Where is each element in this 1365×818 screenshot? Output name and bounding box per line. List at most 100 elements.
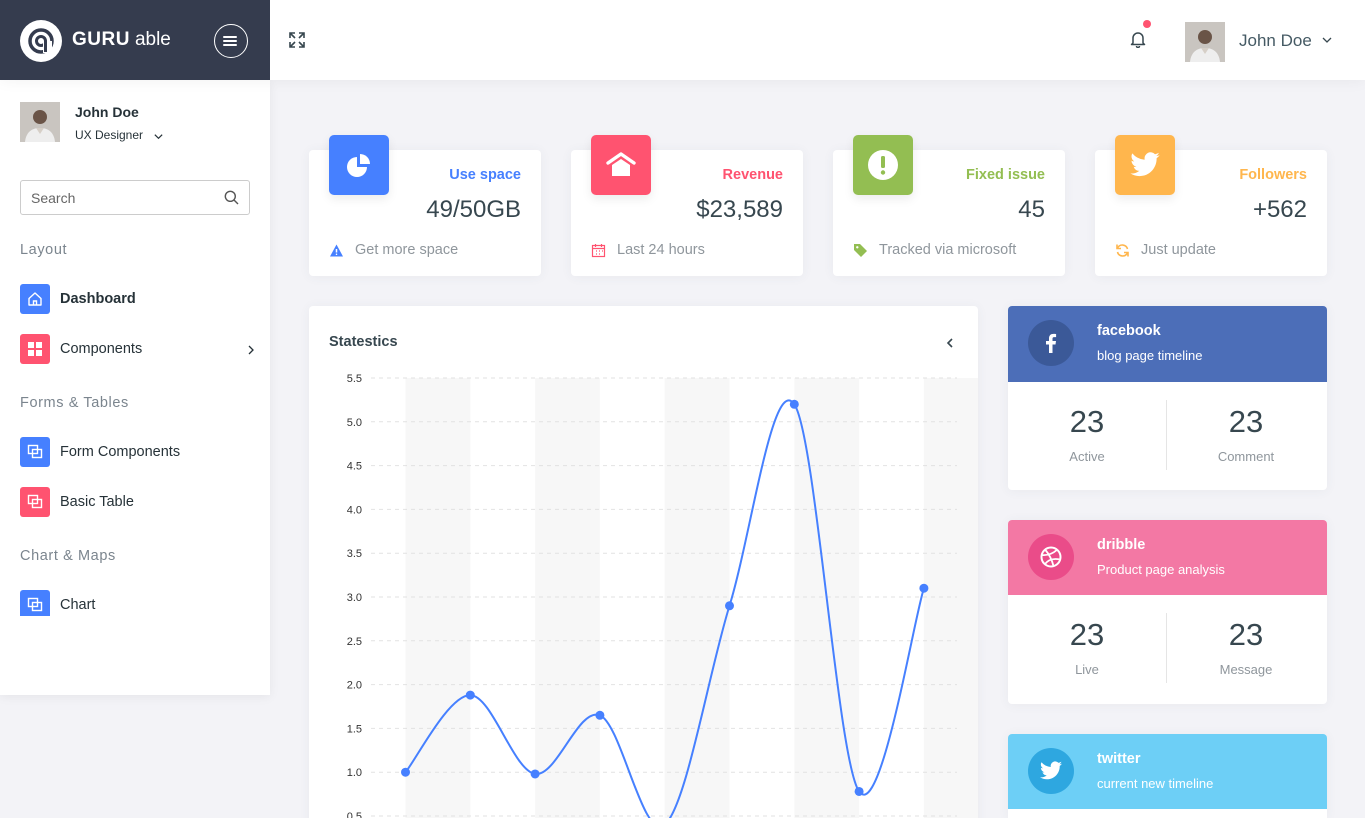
- sidebar-item-label: Basic Table: [60, 494, 134, 510]
- logo-icon[interactable]: [20, 20, 62, 62]
- bell-icon[interactable]: [1129, 30, 1147, 48]
- y-tick-label: 1.0: [347, 767, 362, 779]
- y-tick-label: 5.5: [347, 373, 362, 385]
- y-tick-label: 2.0: [347, 680, 362, 692]
- brand-name-light: able: [134, 29, 171, 50]
- sidebar-item-label: Form Components: [60, 444, 181, 460]
- fullscreen-icon[interactable]: [288, 31, 306, 49]
- search-input[interactable]: [21, 181, 221, 214]
- grid-icon: [20, 334, 50, 364]
- stat-footer-text: Just update: [1141, 242, 1216, 258]
- dribbble-icon[interactable]: [1028, 534, 1074, 580]
- chevron-right-icon: [248, 345, 254, 355]
- social-stat-label: Active: [1069, 449, 1105, 464]
- social-stat-value: 23: [1069, 617, 1105, 652]
- stat-value: 45: [1018, 196, 1045, 223]
- alert-icon: [853, 135, 913, 195]
- data-point: [919, 583, 929, 593]
- sidebar-item-label: Components: [60, 341, 143, 357]
- y-tick-label: 4.5: [347, 461, 362, 473]
- social-card-stats: 23 Live 23 Message: [1008, 595, 1327, 703]
- social-stat-label: Comment: [1217, 449, 1275, 464]
- avatar[interactable]: [20, 102, 60, 142]
- data-point: [789, 399, 799, 409]
- y-tick-label: 3.5: [347, 548, 362, 560]
- line-chart: 0.5 1.0 1.5 2.0 2.5 3.0 3.5 4.0 4.5 5.0 5.5: [347, 373, 978, 818]
- divider: [1166, 400, 1167, 470]
- social-stat-value: 23: [1069, 404, 1105, 439]
- stat-value: $23,589: [696, 196, 783, 223]
- series-line: [404, 399, 925, 818]
- data-point: [725, 601, 734, 611]
- twitter-icon: [1115, 135, 1175, 195]
- sidebar-item-basic-table[interactable]: Basic Table: [20, 487, 260, 517]
- y-tick-label: 5.0: [347, 417, 362, 429]
- nav-section-chart-maps: Chart & Maps: [20, 548, 116, 564]
- facebook-icon[interactable]: [1028, 320, 1074, 366]
- chevron-down-icon[interactable]: [1321, 34, 1333, 46]
- stat-title: Use space: [449, 167, 521, 183]
- header-user-name[interactable]: John Doe: [1239, 31, 1312, 50]
- tag-icon: [854, 244, 867, 257]
- social-card-dribbble: dribble Product page analysis 23 Live 23…: [1008, 520, 1327, 704]
- y-tick-label: 3.0: [347, 592, 362, 604]
- data-point: [854, 786, 864, 796]
- search-icon[interactable]: [224, 190, 239, 205]
- data-point: [530, 769, 540, 779]
- window-icon: [20, 590, 50, 616]
- y-tick-label: 1.5: [347, 723, 362, 735]
- social-card-header: facebook blog page timeline: [1008, 306, 1327, 382]
- twitter-icon[interactable]: [1028, 748, 1074, 794]
- stat-footer-text: Last 24 hours: [617, 242, 705, 258]
- sidebar-user-role[interactable]: UX Designer: [75, 128, 144, 142]
- chart-band: [664, 378, 730, 818]
- home-icon: [20, 284, 50, 314]
- warning-icon: [330, 244, 343, 257]
- stat-title: Revenue: [722, 167, 783, 183]
- chevron-left-icon[interactable]: [944, 337, 956, 349]
- social-stat-label: Message: [1219, 662, 1273, 677]
- stat-card-use-space: Use space 49/50GB Get more space: [309, 150, 541, 276]
- y-tick-label: 2.5: [347, 636, 362, 648]
- social-card-twitter: twitter current new timeline: [1008, 734, 1327, 818]
- sidebar: John Doe UX Designer Layout Dashboard Co…: [0, 80, 270, 695]
- hamburger-icon: [223, 36, 237, 46]
- brand-name-bold: GURU: [72, 29, 130, 50]
- data-point: [465, 690, 475, 700]
- social-name: dribble: [1097, 537, 1146, 553]
- sidebar-item-form-components[interactable]: Form Components: [20, 437, 260, 467]
- menu-toggle-button[interactable]: [214, 24, 248, 58]
- sidebar-item-chart[interactable]: Chart: [20, 590, 260, 616]
- sidebar-item-label: Chart: [60, 597, 96, 613]
- stat-title: Followers: [1239, 167, 1307, 183]
- avatar[interactable]: [1185, 22, 1225, 62]
- refresh-icon: [1116, 244, 1129, 257]
- social-subtitle: blog page timeline: [1097, 348, 1203, 363]
- sidebar-item-label: Dashboard: [60, 291, 136, 307]
- sidebar-user-name: John Doe: [75, 104, 139, 120]
- y-tick-label: 4.0: [347, 504, 362, 516]
- sidebar-item-dashboard[interactable]: Dashboard: [20, 284, 260, 314]
- social-card-stats: 23 Active 23 Comment: [1008, 382, 1327, 490]
- stat-footer-text: Get more space: [355, 242, 459, 258]
- notification-badge: [1143, 20, 1151, 28]
- sidebar-search: [20, 180, 250, 215]
- sidebar-item-components[interactable]: Components: [20, 334, 260, 364]
- brand-name[interactable]: GURU able: [72, 30, 171, 50]
- chart-band: [405, 378, 471, 818]
- social-subtitle: current new timeline: [1097, 776, 1214, 791]
- nav-section-layout: Layout: [20, 242, 68, 258]
- stat-value: +562: [1252, 196, 1307, 223]
- data-point: [401, 767, 410, 777]
- home-icon: [591, 135, 651, 195]
- brand-header: GURU able: [0, 0, 270, 80]
- y-tick-label: 0.5: [347, 811, 362, 818]
- chart-title: Statestics: [329, 334, 398, 350]
- social-name: facebook: [1097, 323, 1161, 339]
- social-card-facebook: facebook blog page timeline 23 Active 23…: [1008, 306, 1327, 490]
- social-card-header: twitter current new timeline: [1008, 734, 1327, 809]
- nav-section-forms-tables: Forms & Tables: [20, 395, 129, 411]
- stat-footer-text: Tracked via microsoft: [879, 242, 1017, 258]
- social-card-header: dribble Product page analysis: [1008, 520, 1327, 595]
- chevron-down-icon[interactable]: [153, 131, 164, 142]
